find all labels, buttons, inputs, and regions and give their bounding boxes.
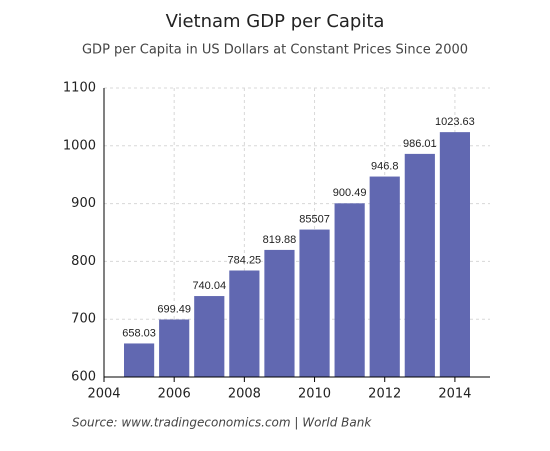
source: Source: www.tradingeconomics.com | World… xyxy=(72,416,372,430)
chart-title: Vietnam GDP per Capita xyxy=(166,11,385,32)
x-tick-label: 2010 xyxy=(298,387,331,402)
value-label: 946.8 xyxy=(371,160,399,172)
bar xyxy=(299,229,330,377)
x-tick-label: 2014 xyxy=(438,387,471,402)
value-label: 900.49 xyxy=(333,187,367,199)
value-label: 1023.63 xyxy=(435,116,475,128)
y-tick-label: 1100 xyxy=(63,81,96,96)
value-label: 740.04 xyxy=(192,280,226,292)
bar xyxy=(264,249,295,377)
value-label: 85507 xyxy=(299,213,330,225)
bar xyxy=(229,270,260,377)
bar xyxy=(369,176,400,377)
x-tick-label: 2008 xyxy=(228,387,261,402)
x-tick-label: 2006 xyxy=(158,387,191,402)
y-tick-label: 1000 xyxy=(63,138,96,153)
bar xyxy=(404,153,435,377)
y-tick-label: 900 xyxy=(71,196,96,211)
bar xyxy=(159,319,190,377)
y-tick-label: 600 xyxy=(71,370,96,385)
bar xyxy=(124,343,155,377)
bar xyxy=(194,296,225,377)
value-label: 699.49 xyxy=(157,303,191,315)
bar xyxy=(439,132,470,377)
value-label: 986.01 xyxy=(403,138,437,150)
y-tick-label: 800 xyxy=(71,254,96,269)
value-label: 819.88 xyxy=(263,234,297,246)
value-label: 784.25 xyxy=(228,254,262,266)
bar xyxy=(334,203,365,377)
y-tick-label: 700 xyxy=(71,312,96,327)
chart-subtitle: GDP per Capita in US Dollars at Constant… xyxy=(82,43,468,58)
value-label: 658.03 xyxy=(122,327,156,339)
x-tick-label: 2004 xyxy=(87,387,120,402)
x-tick-label: 2012 xyxy=(368,387,401,402)
